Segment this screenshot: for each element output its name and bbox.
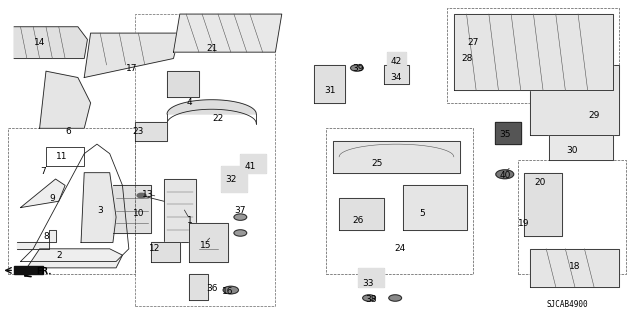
Text: 2: 2 bbox=[56, 251, 61, 260]
Text: 42: 42 bbox=[391, 57, 402, 66]
Polygon shape bbox=[173, 14, 282, 52]
Polygon shape bbox=[221, 166, 246, 192]
Circle shape bbox=[351, 65, 364, 71]
Polygon shape bbox=[84, 33, 180, 77]
Polygon shape bbox=[387, 52, 406, 65]
Text: 26: 26 bbox=[353, 216, 364, 225]
Polygon shape bbox=[113, 185, 151, 233]
Text: 7: 7 bbox=[40, 167, 45, 176]
Polygon shape bbox=[135, 122, 167, 141]
Text: 9: 9 bbox=[49, 194, 55, 203]
Polygon shape bbox=[40, 71, 91, 128]
Circle shape bbox=[137, 193, 146, 198]
Text: 36: 36 bbox=[206, 284, 218, 293]
Text: 27: 27 bbox=[467, 38, 479, 47]
Polygon shape bbox=[403, 185, 467, 230]
Text: 22: 22 bbox=[212, 114, 223, 123]
Text: 6: 6 bbox=[65, 127, 71, 136]
Text: 13: 13 bbox=[142, 190, 154, 199]
Text: 37: 37 bbox=[235, 206, 246, 215]
Text: 16: 16 bbox=[222, 287, 234, 296]
Polygon shape bbox=[14, 27, 88, 59]
Text: FR.: FR. bbox=[36, 267, 52, 276]
Polygon shape bbox=[314, 65, 346, 103]
Polygon shape bbox=[189, 274, 209, 300]
Polygon shape bbox=[495, 122, 521, 144]
Polygon shape bbox=[14, 266, 43, 274]
Text: 35: 35 bbox=[499, 130, 511, 139]
Text: 12: 12 bbox=[148, 244, 160, 253]
Text: 17: 17 bbox=[126, 63, 138, 73]
Polygon shape bbox=[17, 230, 56, 249]
Polygon shape bbox=[524, 173, 562, 236]
Text: 28: 28 bbox=[461, 54, 472, 63]
Text: 14: 14 bbox=[34, 38, 45, 47]
Text: 10: 10 bbox=[132, 209, 144, 219]
Text: 1: 1 bbox=[186, 216, 192, 225]
Text: 3: 3 bbox=[97, 206, 103, 215]
Polygon shape bbox=[81, 173, 116, 243]
Polygon shape bbox=[358, 268, 384, 287]
Text: 19: 19 bbox=[518, 219, 530, 228]
Text: 34: 34 bbox=[391, 73, 402, 82]
Polygon shape bbox=[549, 135, 613, 160]
Text: 40: 40 bbox=[499, 172, 511, 180]
Polygon shape bbox=[27, 249, 122, 268]
Text: 38: 38 bbox=[365, 295, 377, 304]
Text: 20: 20 bbox=[534, 178, 545, 187]
Text: 4: 4 bbox=[186, 99, 192, 108]
Circle shape bbox=[389, 295, 401, 301]
Text: 30: 30 bbox=[566, 146, 577, 155]
Text: 23: 23 bbox=[132, 127, 144, 136]
Text: 11: 11 bbox=[56, 152, 68, 161]
Text: 15: 15 bbox=[200, 241, 211, 250]
Polygon shape bbox=[151, 243, 180, 261]
Circle shape bbox=[363, 295, 376, 301]
Polygon shape bbox=[189, 223, 228, 261]
Text: 8: 8 bbox=[43, 232, 49, 241]
Polygon shape bbox=[167, 71, 199, 97]
Text: 25: 25 bbox=[372, 159, 383, 168]
Polygon shape bbox=[454, 14, 613, 90]
Text: 5: 5 bbox=[419, 209, 425, 219]
Circle shape bbox=[234, 214, 246, 220]
Polygon shape bbox=[241, 154, 266, 173]
Polygon shape bbox=[164, 179, 196, 243]
Polygon shape bbox=[333, 141, 460, 173]
Polygon shape bbox=[531, 249, 620, 287]
Text: 31: 31 bbox=[324, 86, 335, 95]
Text: 24: 24 bbox=[394, 244, 405, 253]
Text: 29: 29 bbox=[588, 111, 600, 120]
Polygon shape bbox=[339, 198, 384, 230]
Polygon shape bbox=[20, 179, 65, 208]
Text: 33: 33 bbox=[362, 279, 374, 288]
Text: SJCAB4900: SJCAB4900 bbox=[546, 300, 588, 309]
Text: 39: 39 bbox=[353, 63, 364, 73]
Text: 32: 32 bbox=[225, 174, 236, 184]
Text: 21: 21 bbox=[206, 44, 218, 53]
Polygon shape bbox=[167, 100, 256, 114]
Polygon shape bbox=[384, 65, 409, 84]
Circle shape bbox=[496, 170, 514, 179]
Circle shape bbox=[234, 230, 246, 236]
Text: 41: 41 bbox=[244, 162, 255, 171]
Text: 18: 18 bbox=[569, 262, 580, 271]
Circle shape bbox=[223, 286, 239, 294]
Polygon shape bbox=[531, 65, 620, 135]
